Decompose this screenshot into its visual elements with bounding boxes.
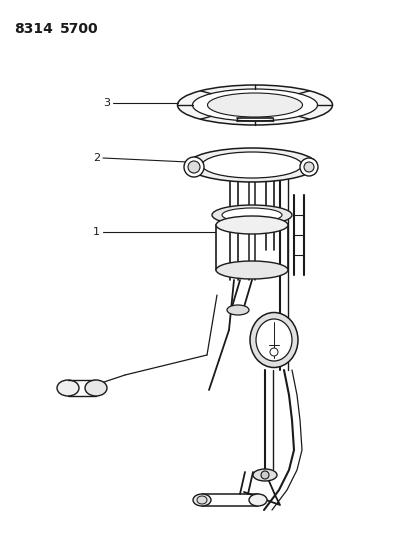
Text: 8314: 8314 (14, 22, 53, 36)
Ellipse shape (227, 305, 249, 315)
Ellipse shape (253, 469, 277, 481)
Ellipse shape (57, 380, 79, 396)
Ellipse shape (250, 312, 298, 367)
Ellipse shape (216, 261, 288, 279)
Ellipse shape (193, 494, 211, 506)
Circle shape (304, 162, 314, 172)
Circle shape (261, 471, 269, 479)
Ellipse shape (197, 496, 207, 504)
Ellipse shape (207, 93, 302, 117)
Circle shape (270, 348, 278, 356)
Text: 2: 2 (93, 153, 100, 163)
Ellipse shape (202, 152, 302, 178)
Text: 5700: 5700 (60, 22, 99, 36)
Text: 3: 3 (103, 98, 110, 108)
Circle shape (184, 157, 204, 177)
Ellipse shape (85, 380, 107, 396)
Circle shape (300, 158, 318, 176)
Ellipse shape (212, 205, 292, 225)
Text: 1: 1 (93, 227, 100, 237)
Ellipse shape (222, 208, 282, 222)
Ellipse shape (256, 319, 292, 361)
Ellipse shape (249, 494, 267, 506)
Ellipse shape (178, 85, 332, 125)
Ellipse shape (192, 89, 318, 121)
Ellipse shape (187, 148, 317, 182)
Circle shape (188, 161, 200, 173)
Ellipse shape (216, 216, 288, 234)
